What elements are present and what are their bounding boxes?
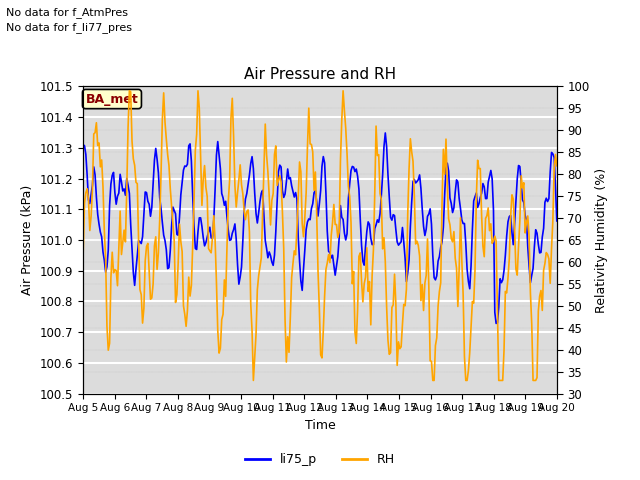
Legend: li75_p, RH: li75_p, RH (240, 448, 400, 471)
Text: No data for f_AtmPres: No data for f_AtmPres (6, 7, 129, 18)
li75_p (492, 321, 500, 326)
Text: BA_met: BA_met (86, 93, 138, 106)
li75_p (529, 265, 537, 271)
Y-axis label: Relativity Humidity (%): Relativity Humidity (%) (595, 168, 608, 312)
RH (250, 378, 257, 384)
li75_p (138, 240, 145, 246)
RH (237, 182, 245, 188)
RH (529, 378, 537, 384)
Line: li75_p: li75_p (83, 133, 557, 324)
Line: RH: RH (83, 91, 557, 381)
RH (289, 261, 297, 266)
RH (553, 163, 561, 168)
RH (246, 229, 253, 235)
li75_p (553, 218, 561, 224)
RH (139, 320, 147, 326)
RH (222, 293, 230, 299)
RH (125, 88, 133, 94)
Y-axis label: Air Pressure (kPa): Air Pressure (kPa) (21, 185, 35, 295)
li75_p (381, 130, 389, 136)
li75_p (287, 175, 294, 180)
li75_p (221, 203, 228, 208)
li75_p (244, 181, 252, 187)
li75_p (79, 142, 87, 147)
RH (79, 249, 87, 255)
Text: No data for f_li77_pres: No data for f_li77_pres (6, 22, 132, 33)
X-axis label: Time: Time (305, 419, 335, 432)
Title: Air Pressure and RH: Air Pressure and RH (244, 68, 396, 83)
li75_p (236, 274, 244, 280)
